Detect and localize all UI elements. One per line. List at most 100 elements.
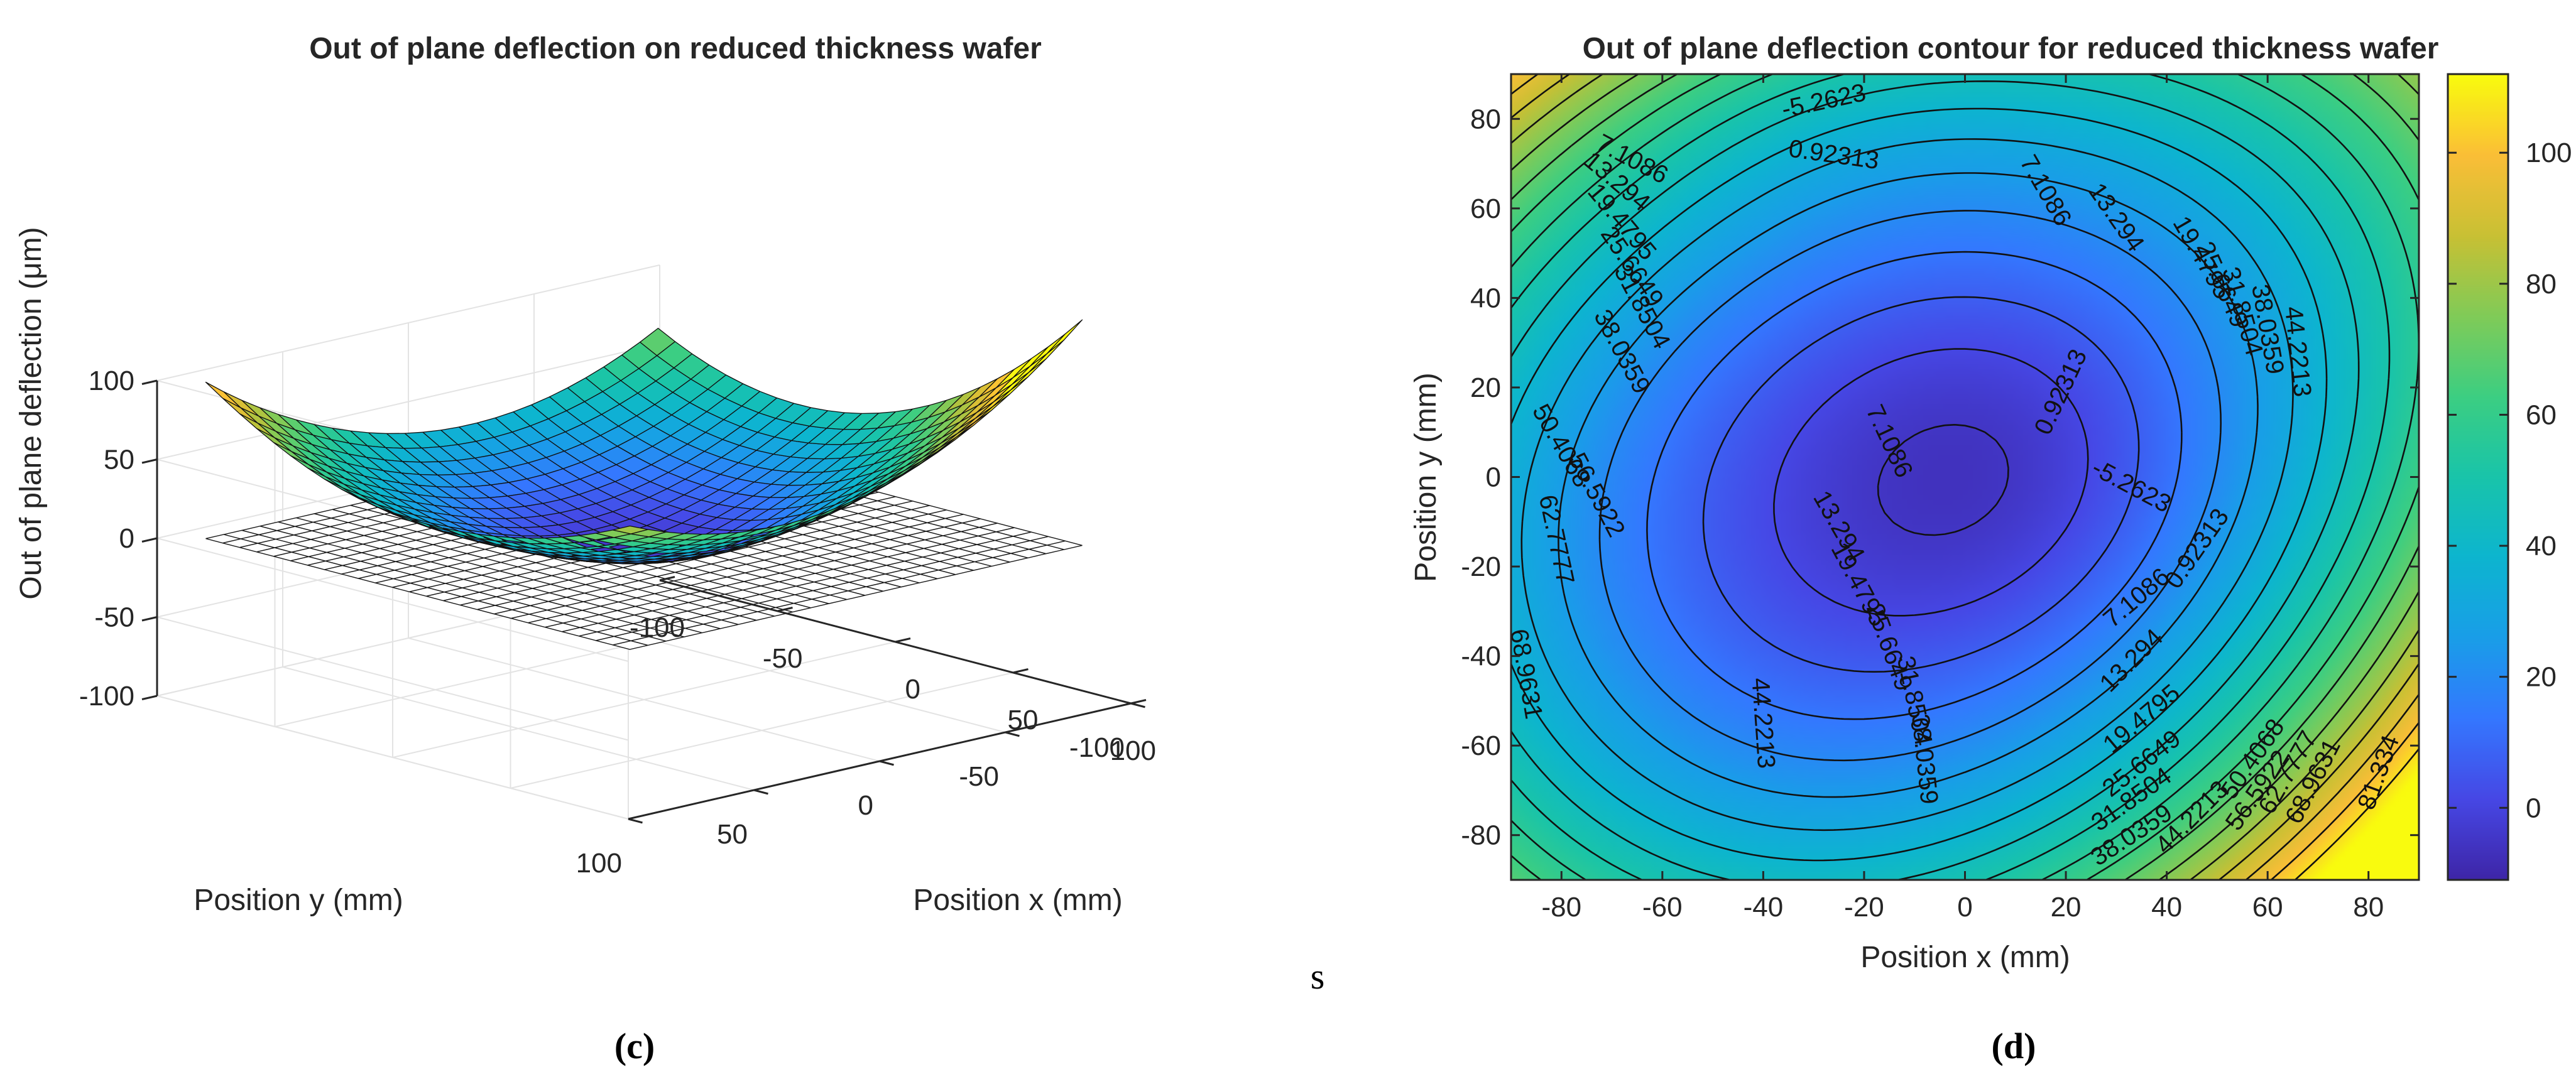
x-tick-label: 50 bbox=[1008, 705, 1039, 735]
z-tick-label: -100 bbox=[79, 681, 134, 712]
floor-gridline bbox=[510, 672, 1013, 789]
x-tick-label: -20 bbox=[1844, 892, 1884, 923]
z-tick-mark bbox=[141, 695, 158, 700]
contour-lines bbox=[1510, 73, 2420, 881]
x-tick-label: -40 bbox=[1744, 892, 1784, 923]
y-tick-label: -80 bbox=[1461, 820, 1501, 851]
y-tick-label: 0 bbox=[1486, 462, 1501, 493]
contour-line bbox=[1510, 73, 2420, 881]
colorbar-tick-label: 40 bbox=[2526, 531, 2557, 561]
contour-line bbox=[1702, 296, 2140, 673]
panel-label-d: (d) bbox=[1992, 1026, 2036, 1066]
colorbar-box bbox=[2447, 73, 2509, 881]
x-tick-label: 100 bbox=[1110, 735, 1156, 766]
stray-character: s bbox=[1311, 956, 1325, 997]
colorbar-tick-label: 80 bbox=[2526, 269, 2557, 300]
z-tick-mark bbox=[141, 458, 158, 464]
z-tick-mark bbox=[141, 379, 158, 385]
x-tick-mark bbox=[659, 576, 675, 582]
contour-line bbox=[1510, 73, 2391, 881]
x-tick-mark bbox=[895, 637, 911, 643]
x-tick-label: 20 bbox=[2051, 892, 2082, 923]
y-tick-mark bbox=[879, 760, 894, 766]
y-tick-label: -60 bbox=[1461, 730, 1501, 761]
contour-line bbox=[2270, 722, 2420, 881]
wall-gridline bbox=[156, 343, 660, 460]
contour-line bbox=[1510, 80, 2360, 881]
y-tick-label: 0 bbox=[858, 790, 873, 821]
x-tick-mark bbox=[777, 607, 793, 612]
z-tick-mark bbox=[141, 537, 158, 543]
contour-chart-xlabel: Position x (mm) bbox=[1860, 941, 2070, 974]
contour-line bbox=[1598, 210, 2222, 762]
colorbar bbox=[2448, 74, 2508, 880]
y-tick-label: 50 bbox=[717, 819, 748, 850]
y-tick-mark bbox=[753, 789, 768, 795]
colorbar-tick-label: 0 bbox=[2526, 793, 2541, 823]
colorbar-ticks: 0 20 40 60 80 100 bbox=[2448, 138, 2572, 823]
y-tick-label: 80 bbox=[1470, 104, 1501, 134]
y-tick-mark bbox=[1005, 731, 1020, 737]
surface-chart-xlabel: Position x (mm) bbox=[913, 884, 1122, 917]
contour-chart: Out of plane deflection contour for redu… bbox=[1409, 32, 2572, 974]
x-tick-label: 0 bbox=[905, 674, 920, 705]
contour-line bbox=[1510, 107, 2328, 862]
contour-line bbox=[2295, 748, 2420, 881]
plane-cell bbox=[1047, 540, 1083, 550]
colorbar-tick-label: 100 bbox=[2526, 138, 2572, 168]
x-tick-label: -60 bbox=[1642, 892, 1683, 923]
surface-cell bbox=[1047, 319, 1083, 354]
floor-gridline bbox=[282, 666, 755, 791]
surface-chart-title: Out of plane deflection on reduced thick… bbox=[309, 32, 1042, 65]
contour-line bbox=[1558, 172, 2259, 798]
z-tick-mark bbox=[141, 616, 158, 622]
surface-chart-ylabel: Position y (mm) bbox=[194, 884, 403, 917]
contour-axis-ticks: -80 -60 -40 -20 0 20 40 60 80 -80 -60 -40 -20 0 20 40 60… bbox=[1461, 74, 2419, 923]
y-tick-label: 100 bbox=[576, 848, 622, 879]
x-tick-label: -100 bbox=[630, 612, 685, 643]
y-tick-mark bbox=[628, 818, 643, 824]
surface-chart: Out of plane deflection on reduced thick… bbox=[14, 32, 1156, 917]
colorbar-tick-label: 60 bbox=[2526, 399, 2557, 430]
x-tick-label: 80 bbox=[2353, 892, 2384, 923]
contour-line bbox=[1510, 73, 2420, 881]
contour-line bbox=[1510, 73, 2420, 881]
wall-gridline bbox=[156, 264, 660, 381]
x-tick-label: 60 bbox=[2252, 892, 2283, 923]
contour-line bbox=[1773, 348, 2089, 617]
floor-gridline bbox=[408, 637, 880, 762]
y-tick-label: -50 bbox=[959, 761, 999, 792]
contour-chart-title: Out of plane deflection contour for redu… bbox=[1583, 32, 2439, 65]
contour-level-label: 44.2213 bbox=[1746, 677, 1780, 769]
floor-gridline bbox=[156, 695, 629, 820]
y-tick-label: 40 bbox=[1470, 283, 1501, 313]
x-tick-mark bbox=[1130, 699, 1147, 705]
panel-label-c: (c) bbox=[614, 1026, 655, 1066]
z-tick-label: 100 bbox=[89, 366, 134, 396]
x-tick-label: -80 bbox=[1541, 892, 1581, 923]
surface-chart-zlabel: Out of plane deflection (μm) bbox=[14, 227, 48, 599]
x-tick-label: 0 bbox=[1957, 892, 1972, 923]
contour-line bbox=[1510, 73, 2420, 881]
z-tick-label: 50 bbox=[104, 445, 134, 475]
contour-line bbox=[1510, 73, 2420, 881]
y-tick-mark bbox=[1130, 702, 1145, 708]
z-tick-label: -50 bbox=[94, 602, 134, 633]
z-tick-label: 0 bbox=[119, 523, 134, 554]
contour-line bbox=[1510, 73, 2420, 881]
contour-chart-ylabel: Position y (mm) bbox=[1409, 372, 1443, 582]
x-tick-label: -50 bbox=[763, 643, 803, 674]
x-tick-mark bbox=[1013, 668, 1029, 674]
colorbar-tick-label: 20 bbox=[2526, 662, 2557, 693]
contour-line bbox=[1520, 138, 2294, 832]
y-tick-label: 20 bbox=[1470, 372, 1501, 403]
y-tick-label: 60 bbox=[1470, 193, 1501, 224]
deflection-surface bbox=[205, 319, 1083, 565]
y-tick-label: -20 bbox=[1461, 551, 1501, 582]
y-tick-label: -100 bbox=[1069, 732, 1125, 763]
contour-line bbox=[1877, 424, 2009, 536]
wall-gridline bbox=[156, 538, 629, 662]
x-tick-label: 40 bbox=[2151, 892, 2182, 923]
